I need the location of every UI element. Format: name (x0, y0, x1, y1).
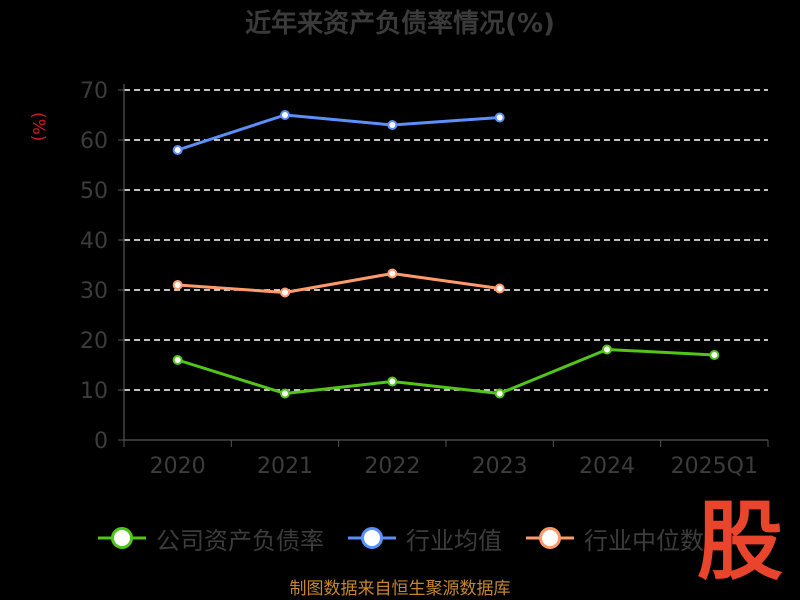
y-tick-label-70: 70 (80, 79, 108, 104)
x-tick-label-2021: 2021 (257, 454, 313, 479)
x-tick-label-2023: 2023 (472, 454, 528, 479)
series-line-industry-avg (177, 113, 500, 152)
legend-label-company: 公司资产负债率 (156, 526, 324, 555)
x-tick-label-2022: 2022 (364, 454, 420, 479)
data-point-industry-median-2021 (280, 287, 290, 298)
legend-marker-industry-median (526, 527, 574, 549)
data-point-company-2021 (280, 388, 290, 399)
y-tick-label-50: 50 (80, 179, 108, 204)
data-point-industry-avg-2023 (494, 112, 505, 123)
legend-dot-industry-median (539, 527, 561, 549)
data-point-company-2025Q1 (709, 350, 720, 360)
y-tick-label-10: 10 (80, 379, 108, 404)
x-tick-label-2025Q1: 2025Q1 (671, 454, 758, 479)
y-tick-label-30: 30 (80, 279, 108, 304)
legend-dot-company (111, 527, 133, 549)
x-tick-label-2024: 2024 (579, 454, 635, 479)
data-source-note: 制图数据来自恒生聚源数据库 (289, 579, 511, 599)
legend-dot-industry-avg (361, 527, 383, 549)
series-line-company (177, 348, 715, 395)
legend-item-company[interactable]: 公司资产负债率 (96, 521, 324, 556)
y-tick-label-60: 60 (80, 129, 108, 154)
legend-marker-industry-avg (348, 527, 396, 549)
y-tick-label-0: 0 (94, 429, 108, 454)
data-point-industry-median-2022 (387, 268, 398, 279)
chart-title: 近年来资产负债率情况(%) (245, 9, 555, 39)
legend-item-industry-median[interactable]: 行业中位数 (524, 521, 704, 556)
data-point-company-2022 (387, 376, 398, 387)
data-point-company-2024 (602, 344, 612, 355)
legend-label-industry-avg: 行业均值 (406, 526, 502, 555)
data-point-industry-avg-2021 (280, 110, 290, 120)
y-tick-label-20: 20 (80, 329, 108, 354)
data-point-industry-avg-2022 (387, 120, 398, 130)
data-point-industry-avg-2020 (172, 145, 183, 155)
data-point-company-2020 (172, 355, 183, 365)
data-point-industry-median-2020 (172, 280, 183, 290)
legend-label-industry-median: 行业中位数 (584, 526, 704, 555)
legend: 公司资产负债率 行业均值 行业中位数 (96, 520, 726, 556)
legend-item-industry-avg[interactable]: 行业均值 (346, 521, 502, 556)
y-tick-label-40: 40 (80, 229, 108, 254)
data-point-company-2023 (494, 388, 505, 399)
x-tick-label-2020: 2020 (150, 454, 206, 479)
data-point-industry-median-2023 (494, 283, 505, 294)
brand-logo: 股 (697, 492, 783, 592)
series-line-industry-median (177, 272, 500, 294)
legend-marker-company (98, 527, 146, 549)
